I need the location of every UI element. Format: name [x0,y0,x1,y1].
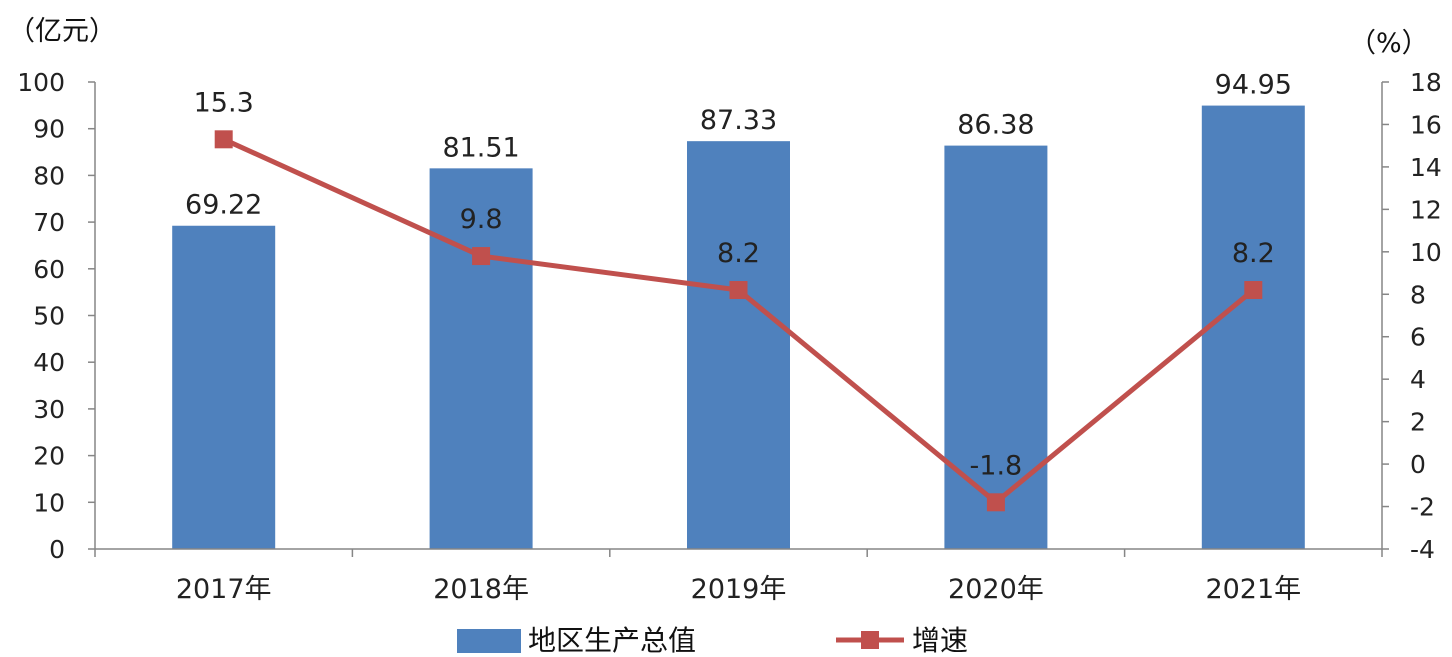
bar-value-label: 81.51 [442,132,519,163]
left-tick-label: 50 [33,302,65,331]
right-tick-label: 14 [1410,153,1442,182]
left-tick-label: 70 [33,208,65,237]
data-labels: 69.22 81.51 87.33 86.38 94.95 15.3 9.8 8.2 -1.8 8… [185,70,1292,482]
right-tick-label: -4 [1410,535,1435,564]
bar [944,145,1048,549]
left-tick-label: 40 [33,348,65,377]
bar [1201,105,1305,550]
right-tick-label: 16 [1410,110,1442,139]
right-tick-label: 18 [1410,68,1442,97]
left-axis-ticks: 0 10 20 30 40 50 60 70 80 90 100 [17,68,95,564]
left-tick-label: 100 [17,68,65,97]
left-tick-label: 80 [33,161,65,190]
bar [429,168,533,549]
right-tick-label: 4 [1410,365,1426,394]
right-axis-ticks: -4 -2 0 2 4 6 8 10 12 14 16 18 [1382,68,1442,564]
x-tick-label: 2018年 [433,574,529,605]
legend: 地区生产总值 增速 [457,624,968,657]
bar-value-label: 69.22 [185,190,262,221]
line-value-label: 9.8 [460,204,503,235]
right-tick-label: 2 [1410,408,1426,437]
bar [172,225,276,549]
line-point [214,130,233,149]
left-tick-label: 60 [33,255,65,284]
right-tick-label: 12 [1410,195,1442,224]
bar-value-label: 94.95 [1215,70,1292,101]
left-tick-label: 30 [33,395,65,424]
bar-value-label: 86.38 [957,110,1034,141]
bar-value-label: 87.33 [700,105,777,136]
right-tick-label: -2 [1410,493,1435,522]
bar [687,141,790,550]
x-tick-label: 2017年 [176,574,272,605]
right-tick-label: 6 [1410,323,1426,352]
left-tick-label: 20 [33,442,65,471]
legend-swatch-gdp [457,629,521,653]
line-point [986,493,1005,512]
right-axis-unit: （%） [1349,28,1429,59]
line-value-label: -1.8 [970,450,1023,481]
right-tick-label: 10 [1410,238,1442,267]
left-tick-label: 90 [33,115,65,144]
legend-label-growth: 增速 [912,624,968,657]
right-tick-label: 0 [1410,450,1426,479]
right-tick-label: 8 [1410,280,1426,309]
left-axis-unit: （亿元） [8,16,116,47]
legend-marker-growth [861,631,879,649]
line-value-label: 8.2 [717,238,760,269]
line-value-label: 15.3 [194,87,254,118]
line-point [729,281,748,300]
line-value-label: 8.2 [1232,238,1275,269]
legend-label-gdp: 地区生产总值 [528,624,696,657]
left-tick-label: 0 [49,535,65,564]
x-tick-label: 2021年 [1205,574,1301,605]
left-tick-label: 10 [33,488,65,517]
x-tick-label: 2019年 [691,574,787,605]
axes [94,82,1383,557]
line-point [472,247,491,266]
line-series [214,130,1263,512]
x-tick-label: 2020年 [948,574,1044,605]
line-point [1244,281,1263,300]
bar-series [172,105,1305,550]
x-axis-ticks: 2017年 2018年 2019年 2020年 2021年 [176,574,1301,605]
